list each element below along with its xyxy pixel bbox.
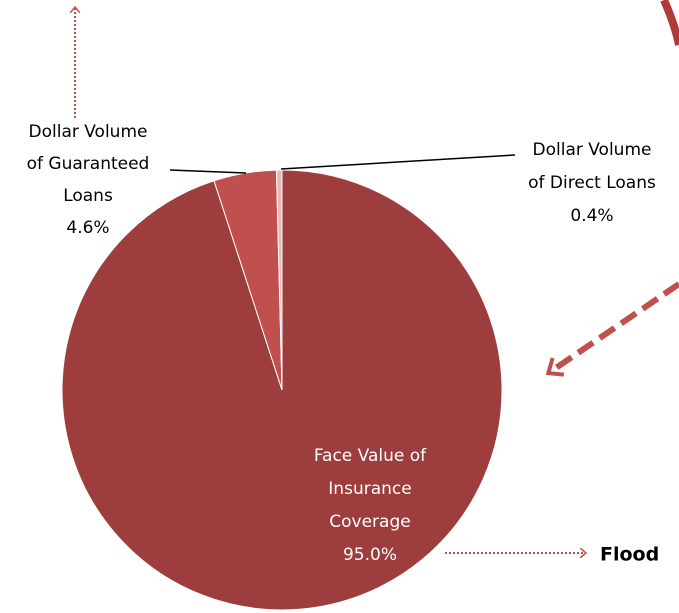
slice-label: Dollar Volume	[533, 140, 652, 160]
pie	[61, 169, 503, 611]
annotation: Flood	[600, 544, 659, 566]
slice-label: Loans	[63, 186, 113, 206]
value-label: 0.4%	[570, 206, 613, 226]
leader-line	[280, 154, 516, 170]
slice-label: Dollar Volume	[29, 122, 148, 142]
value-label: 4.6%	[66, 218, 109, 238]
arrow	[545, 281, 679, 377]
leader-line	[169, 169, 247, 174]
arc-decoration	[660, 0, 679, 46]
slice-label: Face Value of	[314, 446, 427, 466]
pie-slice	[275, 169, 283, 391]
slice-label: Coverage	[329, 512, 410, 532]
slice-label: of Guaranteed	[27, 154, 150, 174]
slice-label: of Direct Loans	[528, 173, 656, 193]
value-label: 95.0%	[343, 545, 397, 565]
slice-label: Insurance	[328, 479, 411, 499]
